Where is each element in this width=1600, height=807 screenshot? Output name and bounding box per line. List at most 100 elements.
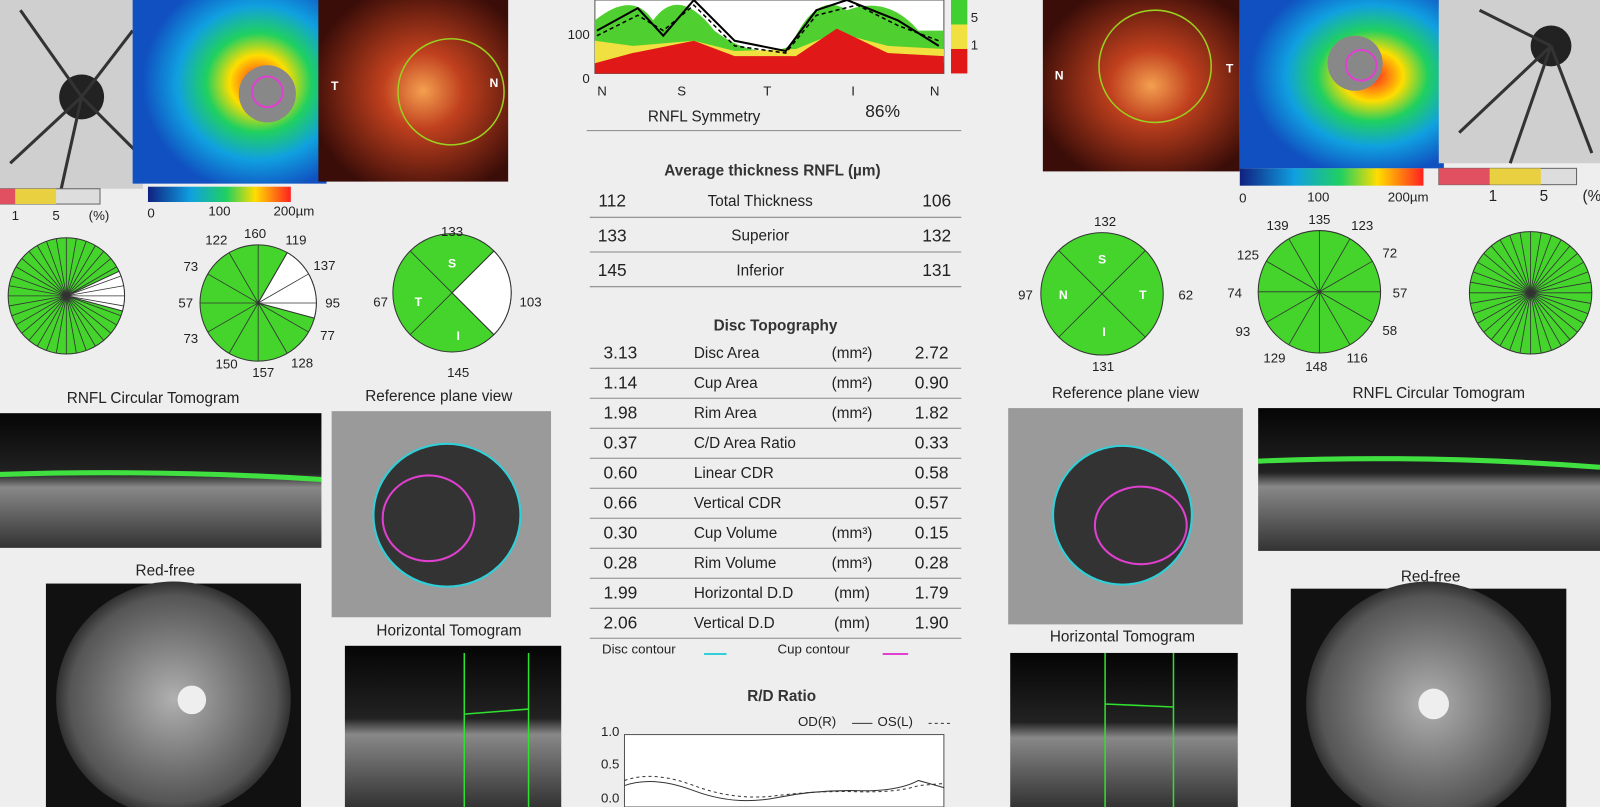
table-title: Average thickness RNFL (µm): [664, 162, 880, 179]
sector-line: [1530, 292, 1552, 351]
sector-line: [257, 273, 309, 304]
os-curve: [596, 4, 940, 54]
chart-title: R/D Ratio: [747, 688, 816, 705]
sector-line: [1530, 292, 1571, 340]
os-value: 1.82: [915, 403, 949, 423]
quadrant-value: 103: [520, 295, 542, 310]
sector-line: [1266, 260, 1320, 293]
os-value: 0.58: [915, 463, 949, 483]
section-title: Reference plane view: [1052, 385, 1200, 402]
x-tick-label: I: [851, 83, 855, 98]
sector-line: [66, 295, 122, 317]
unit: (mm²): [832, 375, 873, 392]
sector-line: [1530, 292, 1589, 315]
sector-line: [66, 266, 117, 297]
cup: [1344, 48, 1378, 82]
scan-circle: [1098, 9, 1212, 124]
fundus-label: N: [1055, 69, 1064, 83]
os-value: 106: [922, 191, 951, 211]
od-value: 0.30: [604, 523, 638, 543]
quadrant-value: 97: [1018, 287, 1033, 302]
od-value: 145: [598, 260, 627, 280]
legend-label: OD(R): [798, 714, 836, 729]
sector-line: [36, 295, 67, 347]
disc: [1327, 35, 1383, 91]
clock-value: 57: [1393, 285, 1408, 300]
sector-line: [8, 285, 67, 297]
quadrant-value: 145: [447, 365, 469, 380]
color-bar: [147, 186, 291, 203]
section-title: Horizontal Tomogram: [1050, 629, 1195, 646]
fundus-label: N: [489, 76, 498, 90]
sector-line: [55, 295, 67, 354]
sector-line: [257, 302, 288, 354]
os-value: 0.33: [915, 433, 949, 453]
thickness-scale-label: 200µm: [1388, 189, 1429, 204]
sector-line: [1101, 250, 1146, 295]
sector-line: [1530, 292, 1562, 347]
clock-value: 119: [285, 232, 306, 247]
sector-line: [1509, 235, 1531, 293]
row-label: Linear CDR: [694, 465, 774, 482]
sector-line: [1519, 232, 1532, 293]
rnfl-line: [0, 470, 322, 483]
sector-line: [1509, 292, 1531, 351]
clock-value: 125: [1237, 248, 1259, 263]
row-label: Cup Area: [694, 375, 758, 392]
section-title: Reference plane view: [365, 388, 513, 405]
sector-line: [1519, 292, 1532, 354]
sector-line: [1319, 260, 1373, 293]
vessels: [1458, 8, 1594, 164]
sector-line: [1288, 238, 1320, 292]
y-tick-label: 0.5: [601, 757, 619, 772]
section-title: RNFL Circular Tomogram: [1352, 385, 1525, 402]
quadrant-value: 132: [1094, 214, 1116, 229]
legend-box: [951, 48, 968, 74]
sector-line: [1530, 239, 1562, 294]
quadrant-letter: I: [456, 329, 459, 343]
thickness-scale-label: 100: [208, 204, 230, 219]
sector-line: [65, 241, 87, 297]
sector-line: [1058, 293, 1103, 338]
sector-line: [66, 295, 124, 307]
clock-value: 137: [313, 258, 335, 273]
unit: (mm): [834, 615, 870, 632]
sector-line: [451, 250, 495, 294]
os-value: 0.90: [915, 373, 949, 393]
row-label: Vertical D.D: [694, 615, 775, 632]
clock-value: 129: [1263, 351, 1285, 366]
clock-value: 128: [291, 356, 313, 371]
sector-line: [15, 266, 67, 297]
section-title: Horizontal Tomogram: [376, 623, 521, 640]
pct-scale-label: 1: [1489, 188, 1498, 205]
fundus: [56, 581, 291, 807]
y-tick-label: 0.0: [601, 790, 619, 805]
sector-line: [28, 295, 67, 341]
sector-line: [28, 251, 67, 297]
od-value: 0.66: [604, 493, 638, 513]
sector-line: [1483, 253, 1531, 294]
od-value: 0.28: [604, 553, 638, 573]
thickness-map: [132, 0, 327, 184]
sector-line: [15, 295, 67, 326]
sector-line: [1530, 292, 1591, 304]
row-label: Rim Volume: [694, 555, 776, 572]
quadrant-value: 131: [1092, 359, 1114, 374]
sector-line: [8, 295, 67, 307]
clock-value: 157: [252, 365, 274, 380]
clock-value: 150: [215, 357, 237, 372]
sector-line: [66, 295, 105, 341]
fundus: [318, 0, 509, 182]
sector: [257, 251, 317, 319]
rnfl-line: [1258, 456, 1600, 470]
clock-value: 77: [320, 328, 335, 343]
sector-line: [66, 295, 112, 334]
quadrant-value: 62: [1178, 287, 1193, 302]
od-value: 0.37: [604, 433, 638, 453]
sector-line: [65, 295, 87, 351]
row-label: Total Thickness: [708, 193, 814, 210]
os-value: 132: [922, 225, 951, 245]
row-label: Horizontal D.D: [694, 585, 793, 602]
horizontal-tomogram: [1010, 652, 1238, 807]
sector-line: [1530, 232, 1542, 293]
